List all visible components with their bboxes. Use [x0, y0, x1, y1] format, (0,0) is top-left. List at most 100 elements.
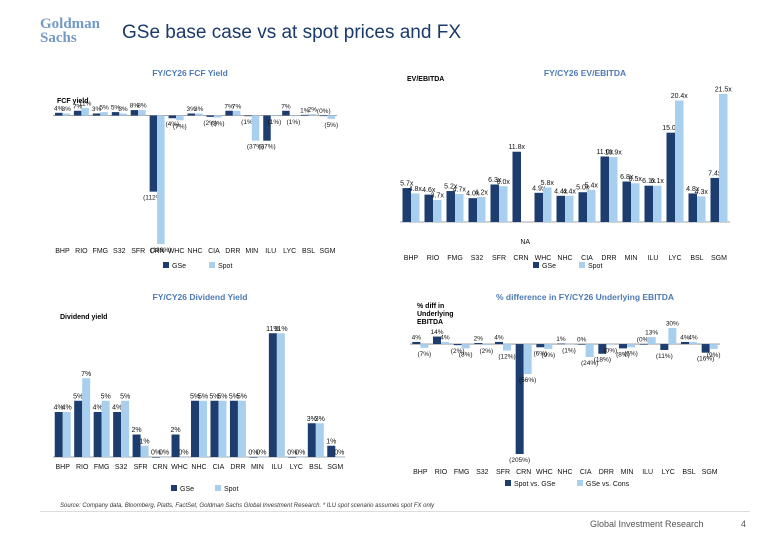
data-label: 7% — [232, 103, 242, 110]
data-label: 5% — [229, 393, 239, 400]
bar-spot-whc — [176, 115, 184, 121]
bar-gse-rio — [74, 400, 83, 457]
data-label: 5.2x — [444, 184, 458, 191]
bar-gse-drr — [225, 110, 233, 116]
category-label-ilu: ILU — [648, 255, 659, 262]
bar-spot-vs-gse-s32 — [474, 343, 483, 345]
bar-spot-s32 — [121, 400, 130, 457]
bar-spot-vs-gse-cia — [577, 344, 586, 345]
bar-spot-rio — [433, 199, 442, 222]
bar-spot-vs-gse-drr — [598, 344, 607, 354]
category-label-fmg: FMG — [454, 469, 470, 476]
bar-gse-fmg — [92, 113, 101, 116]
bar-gse-nhc — [187, 113, 195, 116]
category-label-min: MIN — [625, 255, 638, 262]
data-label: 10.9x — [605, 150, 623, 157]
category-label-min: MIN — [621, 469, 634, 476]
bar-spot-bsl — [315, 423, 324, 457]
category-label-bhp: BHP — [404, 255, 419, 262]
data-label: 11.8x — [508, 144, 525, 151]
data-label: (8%) — [459, 351, 473, 358]
data-label: 1% — [326, 438, 336, 445]
bar-gse-vs-cons-nhc — [565, 344, 573, 345]
legend-swatch — [505, 480, 511, 486]
category-label-nhc: NHC — [187, 248, 202, 255]
bar-spot-drr — [609, 157, 618, 222]
data-label: 2% — [308, 107, 318, 114]
data-label: 4.4x — [554, 188, 568, 195]
data-label: NA — [520, 239, 530, 246]
data-label: 5% — [198, 393, 208, 400]
data-label: 5.8x — [541, 180, 555, 187]
legend-label: GSe vs. Cons — [586, 481, 630, 488]
bar-gse-min — [244, 115, 252, 117]
bar-gse-vs-cons-sgm — [709, 344, 718, 349]
bar-gse-whc — [534, 192, 543, 222]
bar-gse-s32 — [468, 198, 477, 222]
bar-spot-fmg — [100, 112, 108, 116]
data-label: (1%) — [562, 348, 576, 355]
data-label: 3% — [194, 106, 204, 113]
ev-ebitda-chart: FY/CY26 EV/EBITDA EV/EBITDA 5.7x 4.6x 5.2x 4.… — [395, 66, 735, 278]
bar-gse-sgm — [320, 115, 328, 117]
data-label: 4% — [688, 334, 698, 341]
bar-gse-sfr — [130, 110, 139, 116]
data-label: 4% — [440, 334, 450, 341]
data-label: (6%) — [624, 350, 638, 357]
bar-gse-ilu — [263, 115, 271, 141]
data-label: 7% — [81, 371, 91, 378]
category-label-bhp: BHP — [56, 464, 71, 471]
data-label: 5.0x — [576, 185, 590, 192]
y-axis-label: FCF yield — [57, 98, 89, 105]
bar-spot-cia — [218, 400, 227, 457]
category-label-fmg: FMG — [94, 464, 110, 471]
bar-gse-nhc — [556, 195, 565, 222]
legend-swatch — [163, 262, 169, 268]
fcf-yield-chart: FY/CY26 FCF Yield FCF yield 4% 7% 3% 5% 8% (112… — [45, 66, 345, 276]
footer-divider — [40, 511, 750, 512]
data-label: (37%) — [247, 144, 264, 151]
bar-spot-vs-gse-ilu — [639, 344, 648, 345]
bar-spot-sfr — [499, 186, 508, 222]
bar-gse-vs-cons-min — [627, 344, 635, 348]
bar-gse-fmg — [93, 412, 102, 457]
category-label-crn: CRN — [152, 464, 167, 471]
category-label-min: MIN — [251, 464, 264, 471]
data-label: 0% — [151, 450, 161, 457]
data-label: 20.4x — [671, 93, 689, 100]
category-label-crn: CRN — [513, 255, 528, 262]
bar-gse-drr — [600, 156, 609, 222]
bar-spot-crn — [160, 457, 169, 458]
bar-spot-cia — [587, 189, 596, 222]
data-label: 0% — [159, 450, 169, 457]
bar-gse-bsl — [688, 193, 697, 222]
data-label: 6.1x — [651, 178, 665, 185]
legend-label: Spot — [588, 263, 602, 270]
data-label: 3% — [62, 106, 72, 113]
data-label: 5% — [111, 105, 121, 112]
bar-spot-bhp — [411, 193, 420, 222]
data-label: (18%) — [594, 357, 611, 364]
data-label: 4% — [494, 334, 504, 341]
category-label-cia: CIA — [208, 248, 220, 255]
bar-gse-whc — [168, 115, 177, 119]
data-label: (56%) — [519, 377, 536, 384]
data-label: (8%) — [616, 351, 630, 358]
bar-gse-sgm — [710, 177, 719, 222]
data-label: (2%) — [451, 348, 465, 355]
bar-spot-fmg — [455, 194, 464, 222]
category-label-s32: S32 — [471, 255, 484, 262]
category-label-lyc: LYC — [290, 464, 303, 471]
data-label: 4.7x — [453, 187, 467, 194]
category-label-rio: RIO — [75, 248, 88, 255]
category-label-drr: DRR — [601, 255, 616, 262]
data-label: 5% — [73, 393, 83, 400]
data-label: 11% — [266, 326, 280, 333]
bar-gse-vs-cons-whc — [544, 344, 553, 349]
data-label: (9%) — [707, 352, 721, 359]
category-label-whc: WHC — [535, 255, 552, 262]
bar-spot-bsl — [697, 196, 706, 222]
category-label-nhc: NHC — [557, 255, 572, 262]
category-label-bsl: BSL — [302, 248, 315, 255]
category-label-bsl: BSL — [682, 469, 695, 476]
